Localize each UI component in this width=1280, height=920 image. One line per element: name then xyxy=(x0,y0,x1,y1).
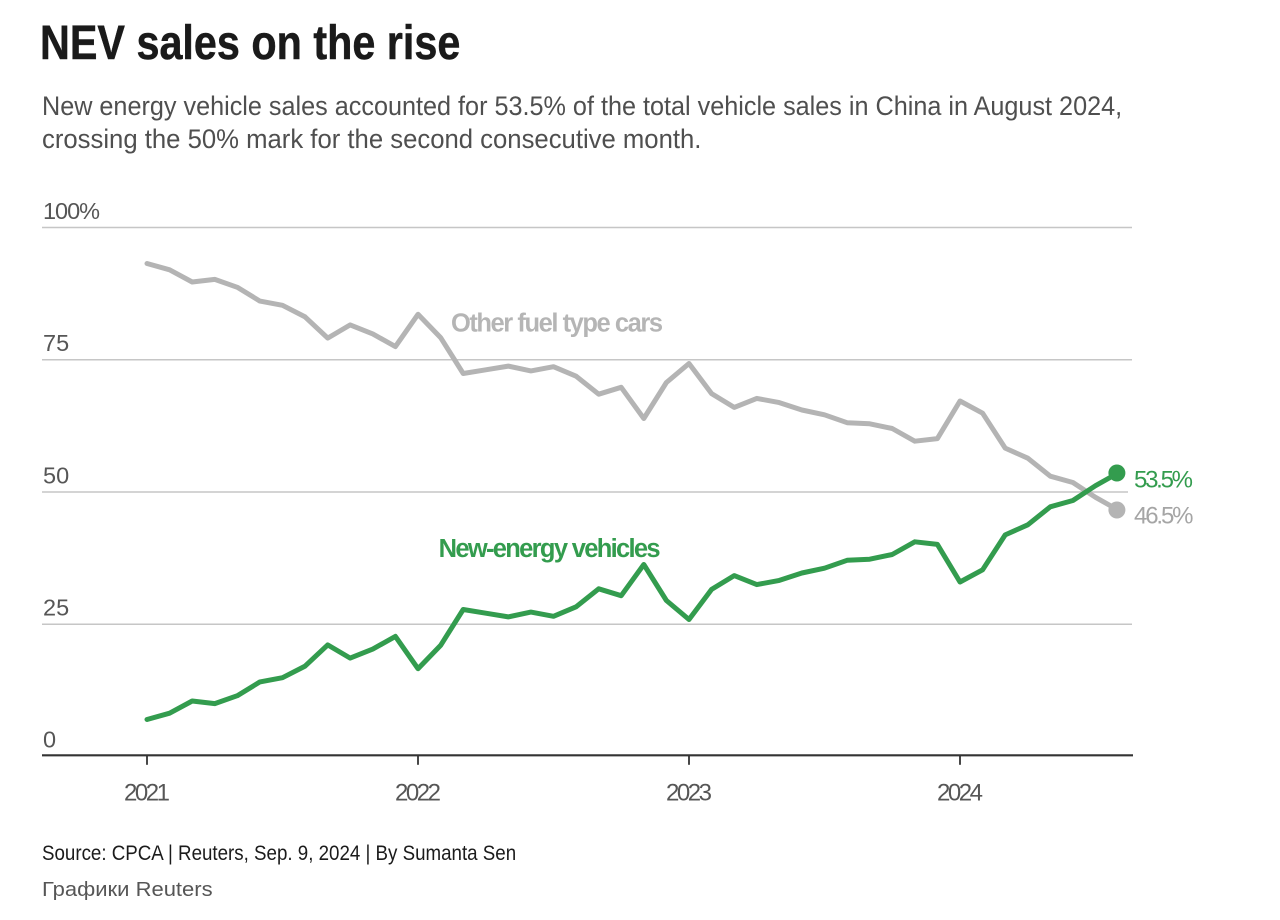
svg-text:2022: 2022 xyxy=(395,780,441,807)
svg-text:75: 75 xyxy=(43,330,69,356)
svg-text:2023: 2023 xyxy=(666,780,712,807)
svg-text:25: 25 xyxy=(43,595,69,621)
svg-text:Other fuel type cars: Other fuel type cars xyxy=(451,310,663,338)
svg-text:2024: 2024 xyxy=(937,780,983,807)
svg-text:0: 0 xyxy=(43,727,56,753)
svg-text:53.5%: 53.5% xyxy=(1134,466,1193,493)
svg-text:46.5%: 46.5% xyxy=(1134,503,1194,530)
svg-text:New-energy vehicles: New-energy vehicles xyxy=(439,535,661,563)
svg-text:50: 50 xyxy=(43,463,69,489)
svg-text:100%: 100% xyxy=(43,198,100,224)
svg-text:2021: 2021 xyxy=(124,780,170,807)
